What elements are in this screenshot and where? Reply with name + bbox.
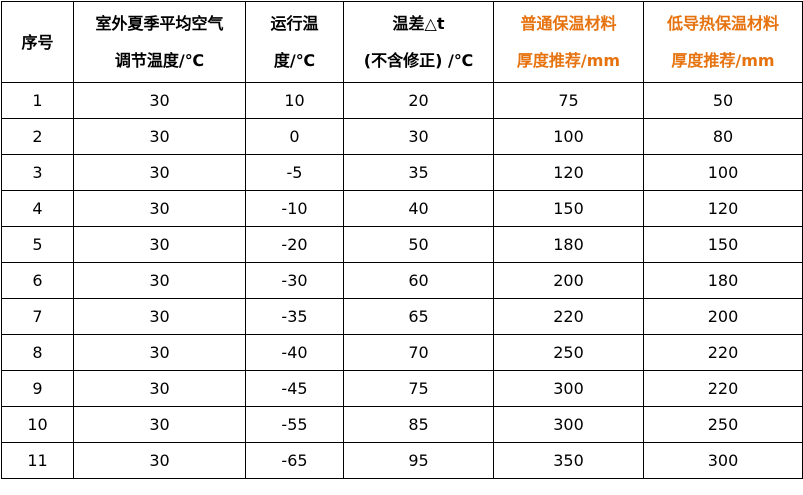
- cell-outdoor-temp: 30: [73, 154, 246, 191]
- cell-index: 3: [1, 154, 74, 191]
- cell-index: 10: [1, 406, 74, 443]
- cell-operating-temp: -35: [245, 298, 344, 335]
- table-row: 6 30 -30 60 200 180: [1, 262, 803, 299]
- table-row: 1 30 10 20 75 50: [1, 82, 803, 119]
- cell-index: 2: [1, 118, 74, 155]
- cell-index: 5: [1, 226, 74, 263]
- cell-temp-difference: 75: [343, 370, 494, 407]
- cell-outdoor-temp: 30: [73, 298, 246, 335]
- insulation-thickness-table: 序号 室外夏季平均空气 调节温度/℃ 运行温 度/℃ 温差△t (不含修正) /…: [1, 1, 803, 479]
- header-operating-temp-line1: 运行温: [270, 14, 319, 33]
- cell-outdoor-temp: 30: [73, 262, 246, 299]
- cell-outdoor-temp: 30: [73, 190, 246, 227]
- table-row: 5 30 -20 50 180 150: [1, 226, 803, 263]
- cell-temp-difference: 30: [343, 118, 494, 155]
- cell-index: 8: [1, 334, 74, 371]
- cell-low-conductivity-thickness: 250: [643, 406, 803, 443]
- table-row: 2 30 0 30 100 80: [1, 118, 803, 155]
- cell-temp-difference: 95: [343, 442, 494, 479]
- cell-temp-difference: 40: [343, 190, 494, 227]
- cell-index: 9: [1, 370, 74, 407]
- cell-outdoor-temp: 30: [73, 226, 246, 263]
- table-row: 10 30 -55 85 300 250: [1, 406, 803, 443]
- cell-low-conductivity-thickness: 80: [643, 118, 803, 155]
- cell-temp-difference: 50: [343, 226, 494, 263]
- table-body: 1 30 10 20 75 50 2 30 0 30 100 80 3 30 -5 35 120 100 4 30 -1…: [1, 82, 803, 479]
- cell-temp-difference: 20: [343, 82, 494, 119]
- cell-low-conductivity-thickness: 50: [643, 82, 803, 119]
- cell-standard-thickness: 300: [493, 370, 644, 407]
- cell-outdoor-temp: 30: [73, 370, 246, 407]
- cell-low-conductivity-thickness: 180: [643, 262, 803, 299]
- header-standard-insulation: 普通保温材料 厚度推荐/mm: [493, 1, 644, 83]
- cell-low-conductivity-thickness: 220: [643, 370, 803, 407]
- cell-standard-thickness: 200: [493, 262, 644, 299]
- cell-operating-temp: -45: [245, 370, 344, 407]
- cell-outdoor-temp: 30: [73, 442, 246, 479]
- cell-operating-temp: -40: [245, 334, 344, 371]
- cell-standard-thickness: 300: [493, 406, 644, 443]
- header-index: 序号: [1, 1, 74, 83]
- table-row: 3 30 -5 35 120 100: [1, 154, 803, 191]
- cell-index: 1: [1, 82, 74, 119]
- header-temp-difference-line1: 温差△t: [392, 14, 445, 33]
- cell-operating-temp: -55: [245, 406, 344, 443]
- cell-temp-difference: 35: [343, 154, 494, 191]
- table-header: 序号 室外夏季平均空气 调节温度/℃ 运行温 度/℃ 温差△t (不含修正) /…: [1, 1, 803, 83]
- header-standard-insulation-line2: 厚度推荐/mm: [516, 51, 621, 70]
- cell-operating-temp: -20: [245, 226, 344, 263]
- header-low-conductivity-insulation-line1: 低导热保温材料: [666, 14, 779, 33]
- header-outdoor-temp-line1: 室外夏季平均空气: [95, 14, 224, 33]
- cell-standard-thickness: 180: [493, 226, 644, 263]
- table-row: 7 30 -35 65 220 200: [1, 298, 803, 335]
- table-row: 8 30 -40 70 250 220: [1, 334, 803, 371]
- cell-index: 4: [1, 190, 74, 227]
- header-temp-difference: 温差△t (不含修正) /℃: [343, 1, 494, 83]
- table-row: 4 30 -10 40 150 120: [1, 190, 803, 227]
- header-operating-temp: 运行温 度/℃: [245, 1, 344, 83]
- cell-temp-difference: 65: [343, 298, 494, 335]
- cell-low-conductivity-thickness: 220: [643, 334, 803, 371]
- cell-temp-difference: 70: [343, 334, 494, 371]
- cell-operating-temp: 10: [245, 82, 344, 119]
- cell-operating-temp: -5: [245, 154, 344, 191]
- cell-low-conductivity-thickness: 300: [643, 442, 803, 479]
- cell-temp-difference: 60: [343, 262, 494, 299]
- cell-low-conductivity-thickness: 120: [643, 190, 803, 227]
- header-row: 序号 室外夏季平均空气 调节温度/℃ 运行温 度/℃ 温差△t (不含修正) /…: [1, 1, 803, 83]
- cell-index: 6: [1, 262, 74, 299]
- header-outdoor-temp: 室外夏季平均空气 调节温度/℃: [73, 1, 246, 83]
- header-outdoor-temp-line2: 调节温度/℃: [114, 51, 205, 70]
- header-index-label: 序号: [21, 32, 54, 52]
- cell-outdoor-temp: 30: [73, 118, 246, 155]
- cell-standard-thickness: 120: [493, 154, 644, 191]
- table-row: 11 30 -65 95 350 300: [1, 442, 803, 479]
- cell-low-conductivity-thickness: 100: [643, 154, 803, 191]
- header-standard-insulation-line1: 普通保温材料: [520, 14, 617, 33]
- cell-low-conductivity-thickness: 150: [643, 226, 803, 263]
- table-row: 9 30 -45 75 300 220: [1, 370, 803, 407]
- cell-standard-thickness: 75: [493, 82, 644, 119]
- header-low-conductivity-insulation-line2: 厚度推荐/mm: [671, 51, 775, 70]
- cell-outdoor-temp: 30: [73, 406, 246, 443]
- header-low-conductivity-insulation: 低导热保温材料 厚度推荐/mm: [643, 1, 803, 83]
- cell-temp-difference: 85: [343, 406, 494, 443]
- cell-outdoor-temp: 30: [73, 82, 246, 119]
- cell-standard-thickness: 100: [493, 118, 644, 155]
- cell-operating-temp: -65: [245, 442, 344, 479]
- cell-outdoor-temp: 30: [73, 334, 246, 371]
- cell-standard-thickness: 250: [493, 334, 644, 371]
- cell-standard-thickness: 350: [493, 442, 644, 479]
- cell-operating-temp: 0: [245, 118, 344, 155]
- header-operating-temp-line2: 度/℃: [273, 51, 316, 70]
- cell-low-conductivity-thickness: 200: [643, 298, 803, 335]
- header-temp-difference-line2: (不含修正) /℃: [363, 51, 474, 70]
- cell-index: 11: [1, 442, 74, 479]
- cell-index: 7: [1, 298, 74, 335]
- cell-standard-thickness: 220: [493, 298, 644, 335]
- cell-operating-temp: -10: [245, 190, 344, 227]
- cell-operating-temp: -30: [245, 262, 344, 299]
- cell-standard-thickness: 150: [493, 190, 644, 227]
